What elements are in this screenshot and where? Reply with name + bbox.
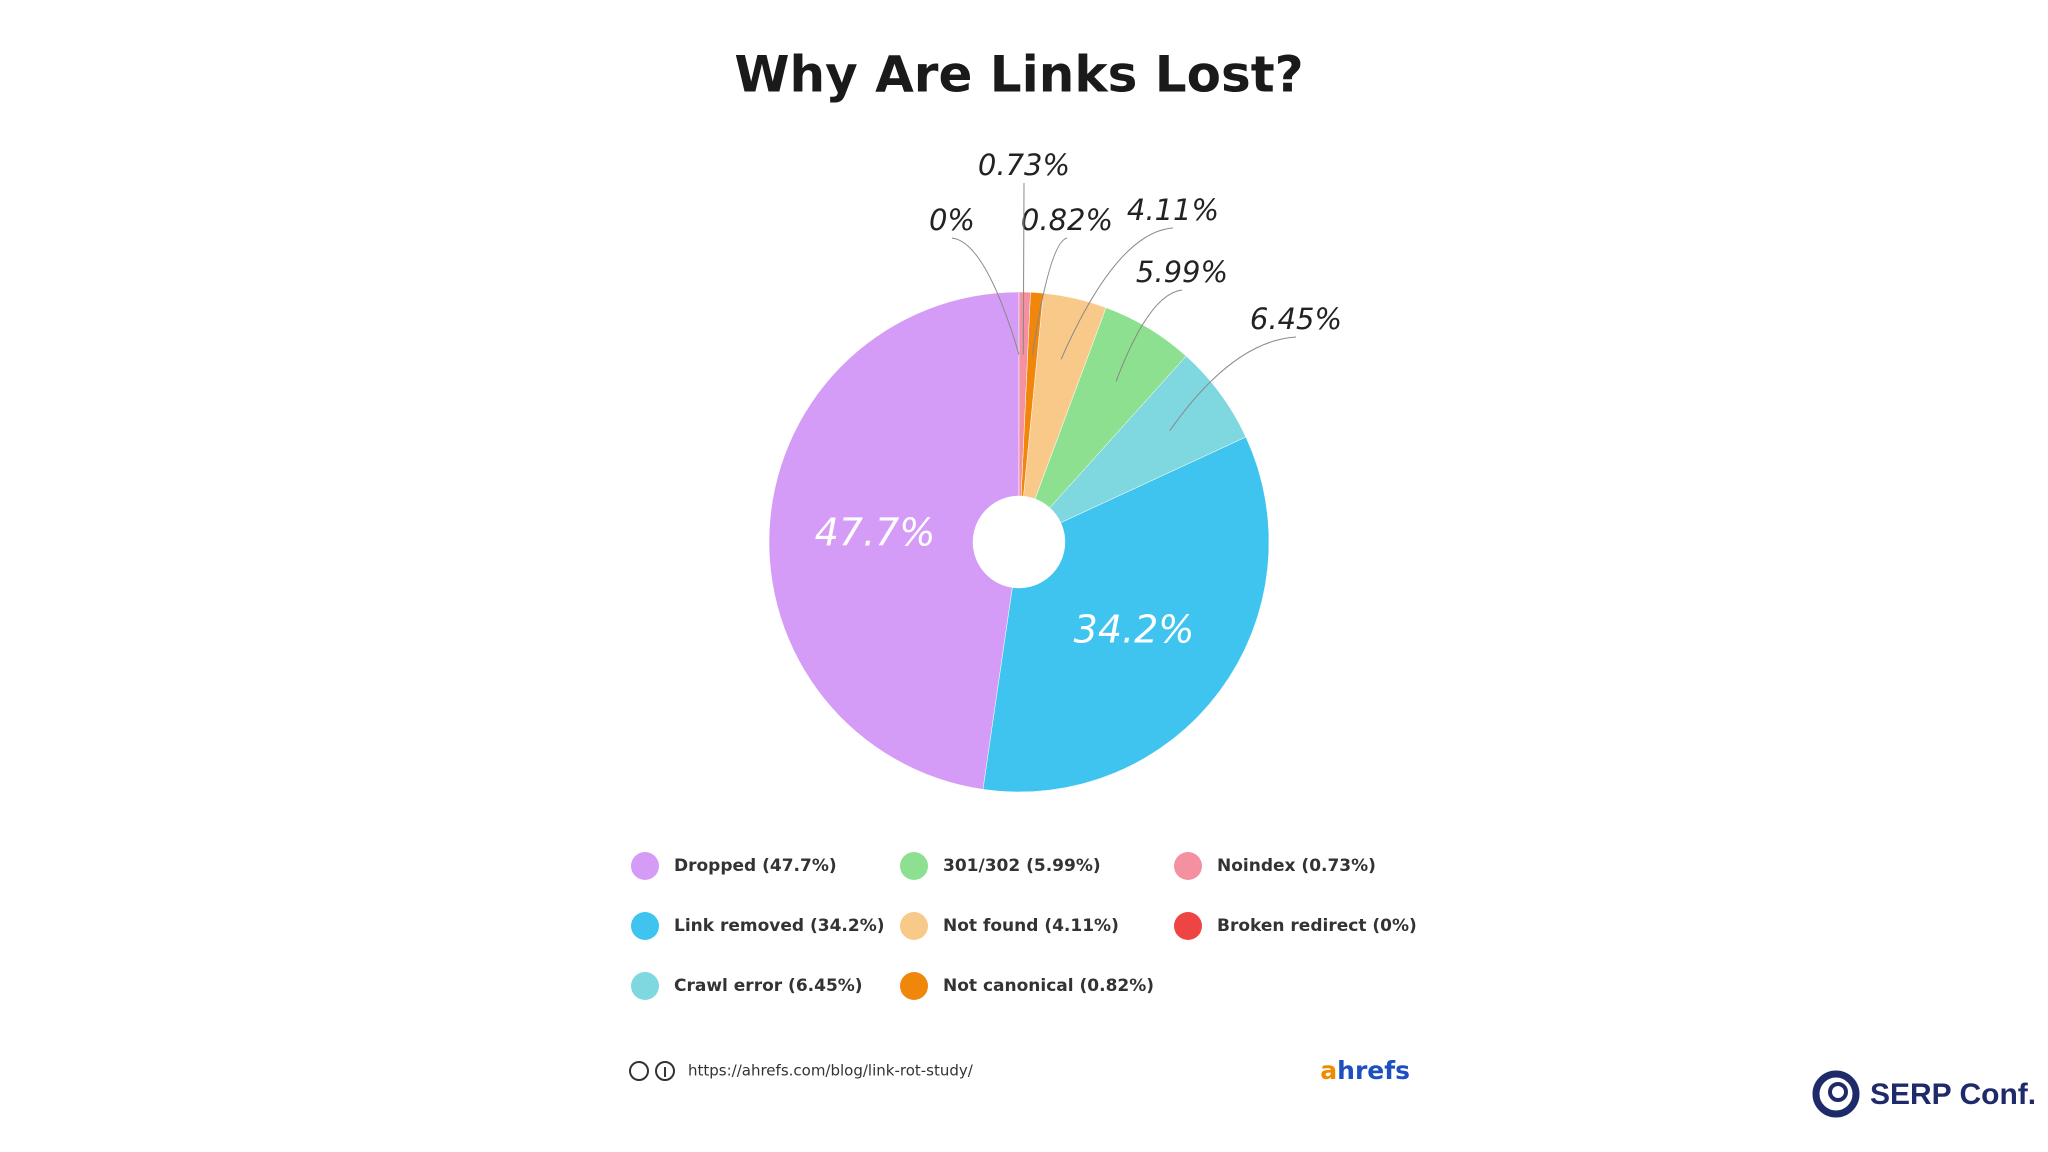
license-icons <box>629 1061 675 1081</box>
pie: 47.7% 34.2% 6.45% 5.99% 4.11% 0.82% 0.73%0% <box>768 148 1342 793</box>
legend-marker <box>631 852 659 880</box>
leader-line <box>951 237 1020 355</box>
leader-line <box>1060 227 1174 360</box>
legend-label: Noindex (0.73%) <box>1217 856 1376 876</box>
legend-label: Not found (4.11%) <box>943 916 1119 936</box>
pie-slice <box>1018 291 1031 497</box>
value-label: 0.82% <box>1021 203 1113 237</box>
serp-icon <box>1812 1070 1860 1118</box>
logo-a: a <box>1320 1056 1337 1085</box>
value-label: 47.7% <box>815 511 936 555</box>
value-label: 34.2% <box>1074 608 1195 652</box>
pie-slice <box>768 291 1020 790</box>
legend-label: Not canonical (0.82%) <box>943 976 1154 996</box>
value-label: 0.73% <box>978 148 1070 182</box>
legend-label: Broken redirect (0%) <box>1217 916 1417 936</box>
legend-marker <box>900 972 928 1000</box>
legend-label: Crawl error (6.45%) <box>674 976 863 996</box>
legend-marker <box>900 912 928 940</box>
value-label: 6.45% <box>1250 302 1342 336</box>
legend-marker <box>631 972 659 1000</box>
by-icon <box>655 1061 675 1081</box>
pie-slice <box>982 436 1270 793</box>
legend-marker <box>900 852 928 880</box>
logo-rest: hrefs <box>1337 1056 1410 1085</box>
leader-line <box>1169 336 1297 431</box>
value-label: 4.11% <box>1127 193 1219 227</box>
legend-label: Link removed (34.2%) <box>674 916 885 936</box>
value-label: 0% <box>929 203 975 237</box>
serp-brand: SERP Conf. <box>1870 1078 2036 1111</box>
leader-line <box>1022 182 1025 355</box>
ahrefs-logo: ahrefs <box>1320 1056 1410 1085</box>
source-url: https://ahrefs.com/blog/link-rot-study/ <box>688 1062 974 1080</box>
legend-marker <box>1174 912 1202 940</box>
serp-logo <box>1812 1070 1860 1118</box>
leader-line <box>1115 289 1183 382</box>
legend: Dropped (47.7%) Link removed (34.2%) Crawl… <box>631 852 1417 1000</box>
cc-icon <box>629 1061 649 1081</box>
legend-label: 301/302 (5.99%) <box>943 856 1101 876</box>
legend-marker <box>631 912 659 940</box>
leader-line <box>1031 237 1068 356</box>
legend-marker <box>1174 852 1202 880</box>
chart-title: Why Are Links Lost? <box>734 46 1303 104</box>
legend-label: Dropped (47.7%) <box>674 856 837 876</box>
value-label: 5.99% <box>1136 255 1228 289</box>
serp-icon-inner <box>1828 1082 1848 1102</box>
